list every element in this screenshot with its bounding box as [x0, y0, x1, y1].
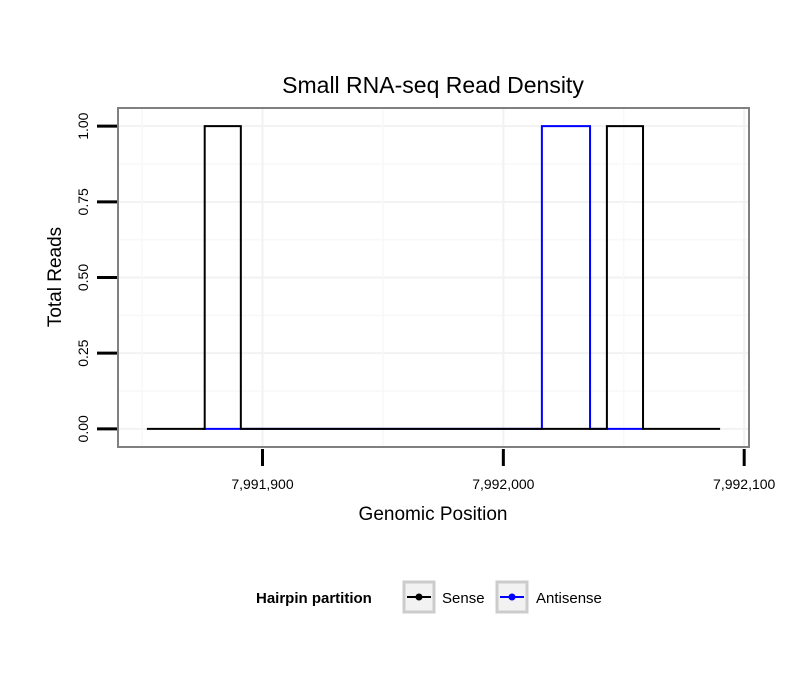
y-tick-label: 0.50 [75, 264, 91, 291]
legend-label-sense: Sense [442, 590, 485, 607]
axes: 0.00 0.25 0.50 0.75 1.00 7,991,900 7,992,000 7,… [75, 112, 776, 492]
x-axis-title: Genomic Position [359, 504, 508, 525]
legend-key-antisense-point [508, 593, 516, 601]
x-tick-label: 7,992,000 [472, 476, 534, 492]
y-tick-label: 1.00 [75, 112, 91, 139]
plot-panel-border [117, 107, 750, 448]
chart-title: Small RNA-seq Read Density [282, 72, 584, 98]
y-axis-title: Total Reads [45, 227, 66, 327]
legend: Hairpin partition Sense Antisense [256, 580, 602, 614]
x-tick-label: 7,992,100 [713, 476, 775, 492]
y-tick-label: 0.25 [75, 339, 91, 366]
plot-series [146, 125, 721, 430]
legend-item-antisense: Antisense [495, 580, 602, 614]
legend-key-sense-point [415, 593, 423, 601]
x-tick-label: 7,991,900 [231, 476, 293, 492]
series-line-sense [146, 125, 721, 430]
y-tick-label: 0.75 [75, 188, 91, 215]
y-tick-label: 0.00 [75, 415, 91, 442]
legend-title: Hairpin partition [256, 590, 372, 607]
legend-item-sense: Sense [402, 580, 485, 614]
gridlines [118, 108, 749, 447]
legend-label-antisense: Antisense [536, 590, 602, 607]
